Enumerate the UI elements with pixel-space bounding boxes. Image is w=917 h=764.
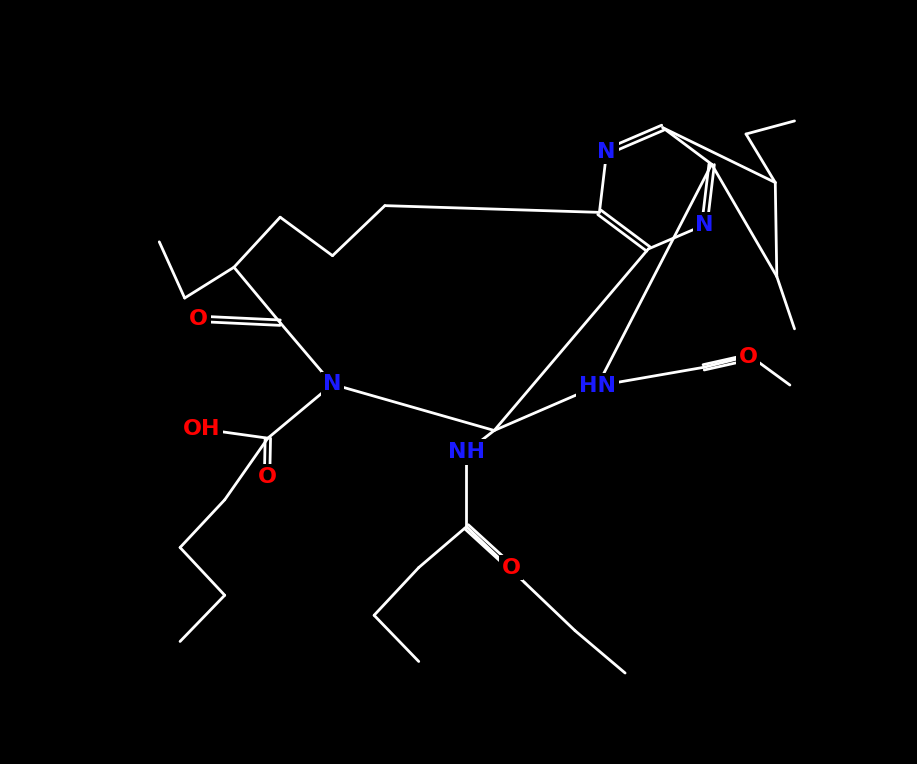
Text: O: O <box>189 309 208 329</box>
Text: O: O <box>739 348 757 367</box>
Text: HN: HN <box>579 376 616 396</box>
Text: OH: OH <box>182 419 220 439</box>
Text: O: O <box>502 558 521 578</box>
Text: N: N <box>597 142 616 162</box>
Text: NH: NH <box>448 442 485 462</box>
Text: N: N <box>324 374 342 394</box>
Text: O: O <box>258 467 277 487</box>
Text: N: N <box>695 215 713 235</box>
